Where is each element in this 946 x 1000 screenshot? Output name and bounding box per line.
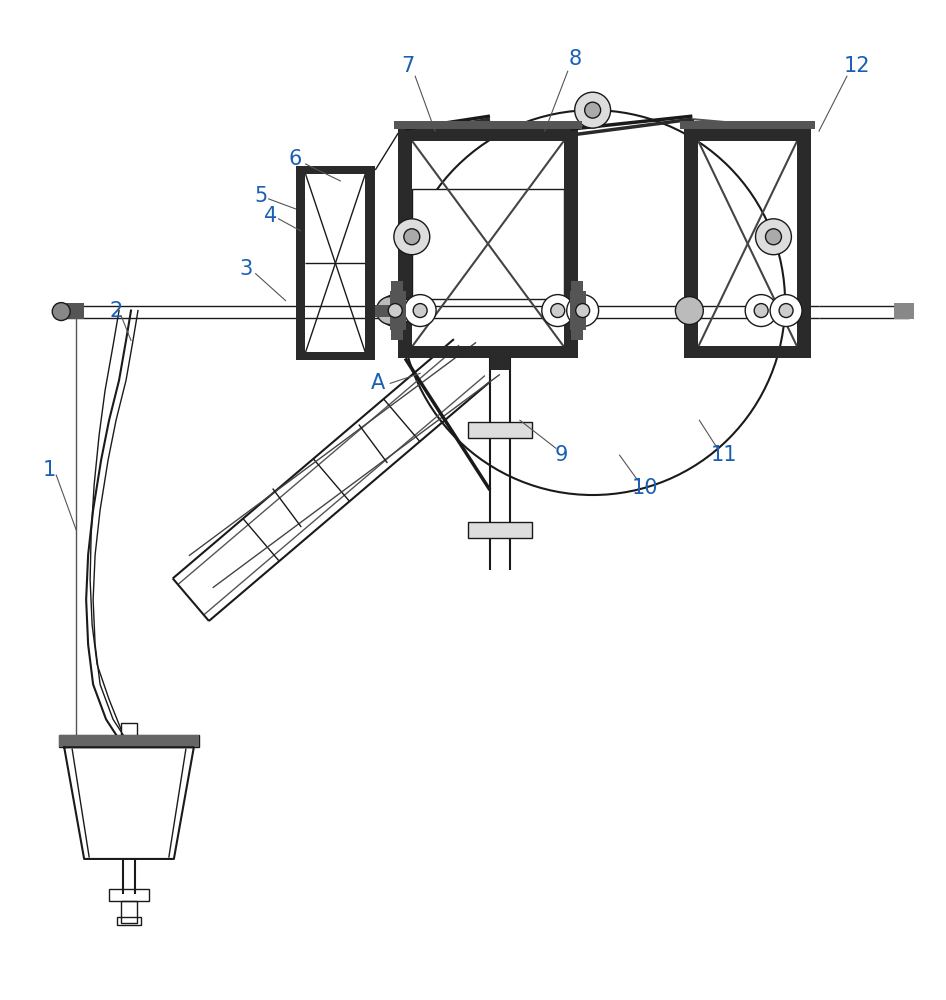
Bar bbox=[56, 303, 84, 319]
Bar bbox=[564, 129, 578, 358]
Circle shape bbox=[770, 295, 802, 327]
Text: 3: 3 bbox=[239, 259, 253, 279]
Bar bbox=[295, 166, 376, 174]
Bar bbox=[117, 917, 141, 925]
Bar bbox=[121, 723, 137, 741]
Bar bbox=[412, 189, 564, 299]
Circle shape bbox=[675, 297, 703, 325]
Circle shape bbox=[567, 295, 599, 327]
Bar bbox=[894, 303, 914, 319]
Bar bbox=[569, 291, 586, 330]
Bar bbox=[392, 281, 403, 301]
Circle shape bbox=[754, 304, 768, 318]
Text: 10: 10 bbox=[631, 478, 657, 498]
Bar bbox=[60, 735, 199, 747]
Circle shape bbox=[780, 304, 793, 318]
Circle shape bbox=[379, 295, 412, 327]
Circle shape bbox=[52, 303, 70, 321]
Bar bbox=[797, 129, 811, 358]
Bar bbox=[392, 321, 403, 340]
Circle shape bbox=[576, 304, 589, 318]
Polygon shape bbox=[64, 747, 194, 859]
Bar bbox=[570, 281, 583, 301]
Bar bbox=[398, 129, 578, 141]
Bar bbox=[684, 129, 811, 141]
Bar bbox=[468, 422, 532, 438]
Circle shape bbox=[585, 102, 601, 118]
Text: A: A bbox=[371, 373, 385, 393]
Circle shape bbox=[413, 304, 428, 318]
Circle shape bbox=[756, 219, 792, 255]
Text: 6: 6 bbox=[289, 149, 302, 169]
Bar bbox=[398, 346, 578, 358]
Bar bbox=[684, 129, 698, 358]
Text: 12: 12 bbox=[844, 56, 870, 76]
Text: 5: 5 bbox=[254, 186, 268, 206]
Bar bbox=[295, 352, 376, 360]
Circle shape bbox=[575, 92, 610, 128]
Text: 2: 2 bbox=[110, 301, 123, 321]
Bar bbox=[468, 522, 532, 538]
Circle shape bbox=[388, 304, 402, 318]
Circle shape bbox=[765, 229, 781, 245]
Text: 4: 4 bbox=[264, 206, 277, 226]
Bar bbox=[394, 121, 582, 129]
Circle shape bbox=[404, 229, 420, 245]
Text: 7: 7 bbox=[401, 56, 414, 76]
Text: 9: 9 bbox=[555, 445, 569, 465]
Bar bbox=[109, 889, 149, 901]
Circle shape bbox=[377, 297, 404, 325]
Circle shape bbox=[394, 219, 429, 255]
Bar bbox=[391, 291, 406, 330]
Bar bbox=[684, 346, 811, 358]
Bar bbox=[490, 358, 510, 370]
Bar bbox=[121, 901, 137, 923]
Circle shape bbox=[551, 304, 565, 318]
Circle shape bbox=[542, 295, 573, 327]
Circle shape bbox=[745, 295, 777, 327]
Bar bbox=[570, 321, 583, 340]
Text: 11: 11 bbox=[711, 445, 738, 465]
Bar bbox=[295, 166, 306, 360]
Text: 1: 1 bbox=[43, 460, 56, 480]
Circle shape bbox=[404, 295, 436, 327]
Bar bbox=[680, 121, 815, 129]
Bar bbox=[60, 735, 199, 747]
Bar bbox=[376, 305, 398, 317]
Text: 8: 8 bbox=[569, 49, 581, 69]
Bar bbox=[365, 166, 376, 360]
Bar bbox=[398, 129, 412, 358]
